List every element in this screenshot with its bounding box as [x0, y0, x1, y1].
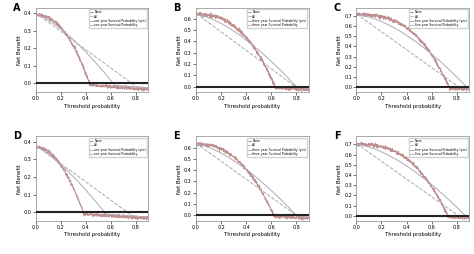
- Legend: None, All, five year Survival Probability (yes), five year Survival Probability: None, All, five year Survival Probabilit…: [410, 138, 468, 157]
- Text: C: C: [334, 3, 341, 12]
- Legend: None, All, one year Survival Probability (yes), one year Survival Probability: None, All, one year Survival Probability…: [89, 9, 147, 28]
- Y-axis label: Net Benefit: Net Benefit: [177, 164, 182, 194]
- X-axis label: Threshold probability: Threshold probability: [224, 232, 281, 237]
- X-axis label: Threshold probability: Threshold probability: [64, 104, 120, 108]
- Y-axis label: Net Benefit: Net Benefit: [337, 164, 342, 194]
- Text: F: F: [334, 131, 340, 141]
- Y-axis label: Net Benefit: Net Benefit: [17, 35, 21, 65]
- Text: A: A: [13, 3, 20, 12]
- Legend: None, All, one year Survival Probability (yes), one year Survival Probability: None, All, one year Survival Probability…: [89, 138, 147, 157]
- Legend: None, All, three year Survival Probability (yes), three year Survival Probabilit: None, All, three year Survival Probabili…: [247, 9, 307, 28]
- Text: B: B: [173, 3, 181, 12]
- X-axis label: Threshold probability: Threshold probability: [385, 104, 441, 108]
- X-axis label: Threshold probability: Threshold probability: [385, 232, 441, 237]
- Y-axis label: Net Benefit: Net Benefit: [17, 164, 21, 194]
- Text: D: D: [13, 131, 21, 141]
- Legend: None, All, five year Survival Probability (yes), five year Survival Probability: None, All, five year Survival Probabilit…: [410, 9, 468, 28]
- Y-axis label: Net Benefit: Net Benefit: [177, 35, 182, 65]
- Legend: None, All, three year Survival Probability (yes), three year Survival Probabilit: None, All, three year Survival Probabili…: [247, 138, 307, 157]
- Y-axis label: Net Benefit: Net Benefit: [337, 35, 342, 65]
- X-axis label: Threshold probability: Threshold probability: [224, 104, 281, 108]
- Text: E: E: [173, 131, 180, 141]
- X-axis label: Threshold probability: Threshold probability: [64, 232, 120, 237]
